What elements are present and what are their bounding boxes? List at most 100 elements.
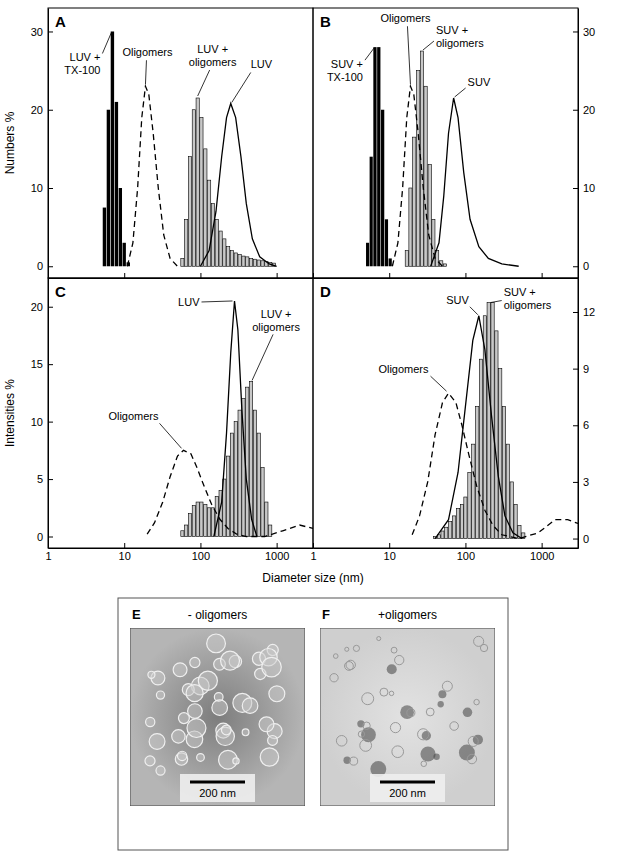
y-tick: 20 <box>573 104 595 116</box>
histogram-bar <box>476 406 479 538</box>
y-tick-mark <box>48 307 53 308</box>
vesicle <box>156 691 164 699</box>
x-tick-label: 1 <box>45 550 51 562</box>
vesicle <box>391 647 397 653</box>
series-label: LUV +oligomers <box>189 43 237 68</box>
x-tick-mark <box>465 273 466 278</box>
histogram-bar <box>107 110 110 267</box>
series-label-line: LUV <box>251 58 273 70</box>
y-tick: 10 <box>31 416 53 428</box>
vesicle <box>345 662 354 671</box>
y-tick: 0 <box>573 533 589 545</box>
x-tick: 1000 <box>530 543 554 562</box>
x-tick-mark <box>124 543 125 548</box>
y-tick: 10 <box>573 182 595 194</box>
x-tick-mark <box>124 273 125 278</box>
y-tick-label: 9 <box>583 363 589 375</box>
series-label: SUV +oligomers <box>436 24 484 49</box>
x-tick-label: 100 <box>192 550 210 562</box>
vesicle <box>178 713 189 724</box>
y-tick-mark <box>48 479 53 480</box>
vesicle <box>467 754 476 763</box>
y-tick: 30 <box>573 25 595 37</box>
distribution-line <box>435 316 522 539</box>
plot-frame <box>313 278 578 548</box>
x-tick <box>124 273 125 278</box>
histogram-bar <box>253 410 256 536</box>
panel-letter: A <box>55 13 66 30</box>
histogram-bar <box>468 472 471 538</box>
plot-area <box>412 303 578 539</box>
y-tick-label: 3 <box>583 476 589 488</box>
distribution-line <box>412 393 578 538</box>
histogram-bar <box>119 188 122 266</box>
histogram-bar <box>366 243 369 266</box>
histogram-bar <box>389 258 392 266</box>
leader-line <box>198 70 210 96</box>
x-tick: 1000 <box>265 543 289 562</box>
scale-bar-label: 200 nm <box>199 787 236 799</box>
vesicle <box>260 748 278 766</box>
series-label: LUV +oligomers <box>252 308 300 333</box>
vesicle <box>418 729 429 740</box>
y-tick-label: 20 <box>31 301 43 313</box>
y-axis-title: Intensities % <box>3 379 17 447</box>
series-label-line: SUV + <box>504 286 536 298</box>
panel-letter: B <box>320 13 331 30</box>
histogram-bar <box>409 188 412 266</box>
vesicle <box>172 730 185 743</box>
series-label: SUV +TX-100 <box>327 58 363 83</box>
series-label-line: oligomers <box>436 37 484 49</box>
y-tick: 3 <box>573 476 589 488</box>
vesicle <box>336 736 347 747</box>
y-axis-line <box>578 9 579 279</box>
series-label-line: SUV + <box>331 58 363 70</box>
y-tick-mark <box>48 266 53 267</box>
y-axis: 0102030 <box>31 9 53 279</box>
series-label-line: TX-100 <box>327 71 363 83</box>
histogram-bar <box>192 110 195 267</box>
y-tick-label: 20 <box>31 104 43 116</box>
leader-line <box>145 60 146 84</box>
x-tick: 10 <box>384 543 396 562</box>
histogram-bar <box>246 387 249 536</box>
histogram-bar <box>456 508 459 538</box>
histogram-bar <box>464 497 467 539</box>
y-tick: 20 <box>31 104 53 116</box>
histogram-bar <box>219 231 222 266</box>
series-label-line: oligomers <box>504 299 552 311</box>
histogram-bar <box>249 258 252 266</box>
micrograph-image <box>130 628 305 806</box>
aggregate <box>438 701 444 707</box>
y-tick-label: 30 <box>31 25 43 37</box>
x-tick-label: 1000 <box>265 550 289 562</box>
vesicle <box>188 704 203 719</box>
y-tick: 9 <box>573 363 589 375</box>
histogram-bar <box>377 47 380 266</box>
distribution-line <box>214 301 257 537</box>
histogram-bar <box>448 522 451 539</box>
y-tick-mark <box>48 188 53 189</box>
figure-svg: 0102030Numbers %ALUV +TX-100OligomersLUV… <box>0 0 627 857</box>
leader-line <box>102 32 111 53</box>
histogram-bar <box>230 251 233 267</box>
distribution-line <box>127 86 177 266</box>
x-tick: 10 <box>119 543 131 562</box>
histogram-bar <box>200 502 203 536</box>
y-tick-label: 6 <box>583 419 589 431</box>
series-label-line: oligomers <box>189 56 237 68</box>
aggregate <box>387 664 397 674</box>
vesicle <box>330 674 338 682</box>
series-label-line: SUV <box>446 294 469 306</box>
histogram-bar <box>487 303 490 539</box>
x-tick <box>200 273 201 278</box>
histogram-bar <box>227 247 230 267</box>
series-label: Oligomers <box>108 410 159 422</box>
leader-line <box>491 301 502 303</box>
y-tick-mark <box>48 537 53 538</box>
vesicle <box>363 722 370 729</box>
vesicle <box>269 686 285 702</box>
leader-line <box>252 334 273 380</box>
vesicle <box>177 751 186 760</box>
x-tick: 1 <box>310 543 316 562</box>
